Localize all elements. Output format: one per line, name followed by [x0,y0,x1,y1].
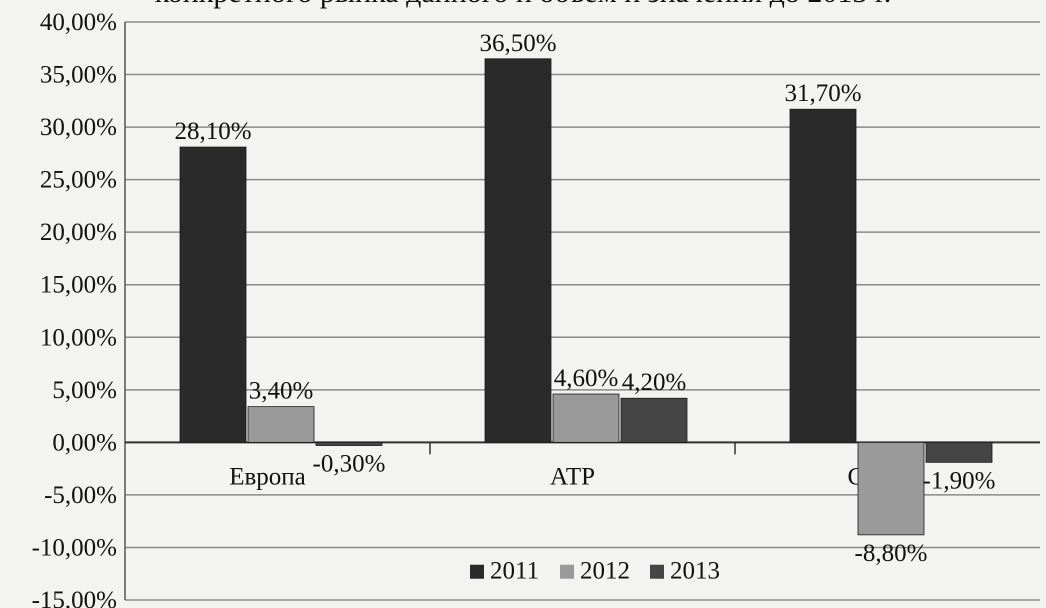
data-labels-layer: 28,10% 3,40% -0,30% 36,50% 4,60% 4,20% 31,70% -… [174,30,995,567]
y-tick-label: 15,00% [40,272,117,299]
bar-2013-2 [925,441,993,463]
bar-2011-0 [179,146,247,443]
legend-entry: 2013 [670,558,720,585]
bar-2012-1 [552,393,620,443]
chart-title-fragment: конкретного рынка данного и объем и знач… [155,0,892,9]
legend-swatch [650,564,664,579]
legend-swatch [560,564,574,579]
data-label: 36,50% [479,30,556,57]
data-label: -0,30% [313,451,386,478]
data-label: 3,40% [249,378,314,405]
legend-swatch [470,564,484,579]
y-tick-label: 40,00% [40,9,117,36]
category-label: АТР [550,463,595,490]
data-label: 28,10% [174,118,251,145]
y-tick-label: 10,00% [40,324,117,351]
legend: 2011 2012 2013 [470,558,720,585]
data-label: -8,80% [855,540,928,567]
y-tick-label: -15,00% [32,587,117,608]
y-tick-label: 5,00% [52,377,117,404]
y-tick-label: 20,00% [40,219,117,246]
bar-2013-1 [620,397,688,443]
bars-layer [179,58,993,536]
y-tick-label: 0,00% [52,429,117,456]
legend-entry: 2012 [580,558,630,585]
data-label: 4,20% [622,369,687,396]
bar-2013-0 [315,441,383,446]
category-label: Европа [229,463,306,490]
y-tick-label: -5,00% [44,482,117,509]
y-tick-label: 35,00% [40,62,117,89]
bar-2011-2 [789,108,857,443]
legend-entry: 2011 [490,558,539,585]
bar-2011-1 [484,58,552,443]
bar-2012-2 [857,441,925,536]
data-label: 4,60% [554,365,619,392]
axis-layer: 40,00% 35,00% 30,00% 25,00% 20,00% 15,00% 10,0… [32,9,1040,608]
data-label: 31,70% [784,80,861,107]
y-tick-label: 30,00% [40,114,117,141]
data-label: -1,90% [923,467,996,494]
y-tick-label: 25,00% [40,167,117,194]
y-tick-label: -10,00% [32,534,117,561]
bar-2012-0 [247,406,315,443]
